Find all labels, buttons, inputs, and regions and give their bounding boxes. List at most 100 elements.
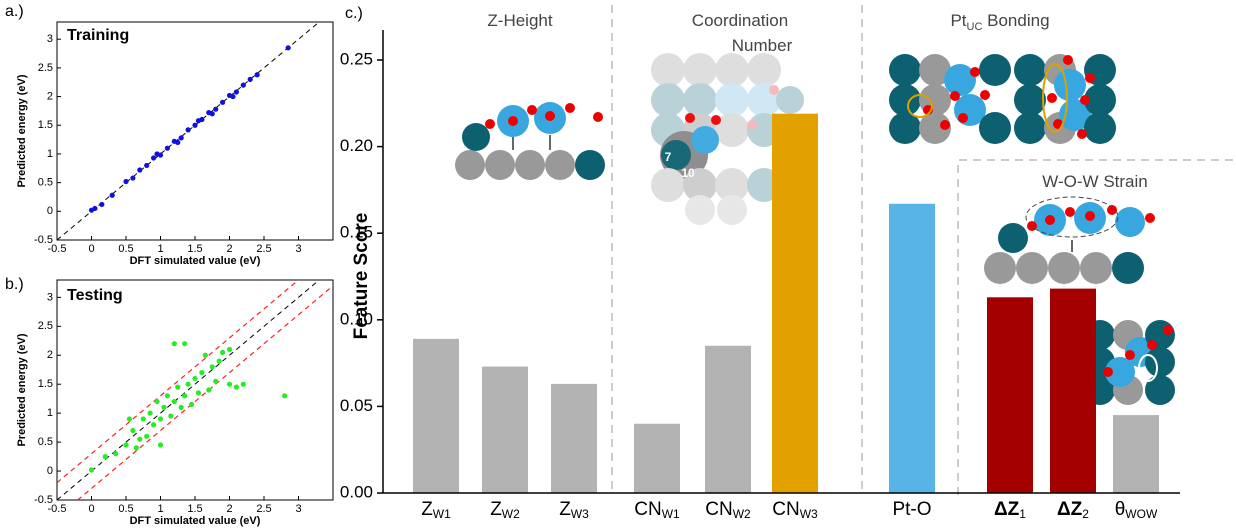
point xyxy=(123,179,128,184)
point xyxy=(179,135,184,140)
point xyxy=(241,83,246,88)
panel-label: a.) xyxy=(5,3,24,20)
category-base: θ xyxy=(1115,499,1126,520)
category-base: Z xyxy=(490,499,502,520)
point xyxy=(179,405,184,410)
point xyxy=(234,385,239,390)
point xyxy=(113,451,118,456)
y-tick-label: 3 xyxy=(47,291,53,303)
category-sub: W1 xyxy=(662,507,680,521)
y-tick-label: 0.20 xyxy=(340,136,373,155)
point xyxy=(158,152,163,157)
x-tick-label: 3 xyxy=(295,243,301,255)
category-base: CN xyxy=(634,499,661,520)
group-label-text: Coordination xyxy=(692,11,788,30)
point xyxy=(175,140,180,145)
point xyxy=(182,393,187,398)
y-axis-label: Predicted energy (eV) xyxy=(16,333,28,446)
y-tick-label: 0.5 xyxy=(38,436,53,448)
y-tick-label: 3 xyxy=(47,33,53,45)
point xyxy=(186,127,191,132)
point xyxy=(165,146,170,151)
point xyxy=(158,442,163,447)
point xyxy=(110,193,115,198)
group-label-text: Z-Height xyxy=(487,11,552,30)
point xyxy=(220,100,225,105)
x-tick-label: 0 xyxy=(88,503,94,515)
x-tick-label: 3 xyxy=(295,503,301,515)
category-sub: W3 xyxy=(800,507,818,521)
y-tick-label: 0.05 xyxy=(340,396,373,415)
bar xyxy=(551,384,597,493)
point xyxy=(123,442,128,447)
point xyxy=(134,445,139,450)
point xyxy=(172,341,177,346)
y-tick-label: 0.00 xyxy=(340,482,373,501)
error-band-line xyxy=(57,286,333,518)
category-base: Z xyxy=(421,499,433,520)
group-label: W-O-W Strain xyxy=(1042,172,1147,191)
point xyxy=(127,416,132,421)
atom-label: 7 xyxy=(665,150,672,164)
group-label-after: Bonding xyxy=(982,11,1049,30)
point xyxy=(286,45,291,50)
x-tick-label: CNW3 xyxy=(772,499,818,521)
point xyxy=(210,364,215,369)
x-tick-label: ΔZ1 xyxy=(994,499,1026,521)
point xyxy=(172,399,177,404)
point xyxy=(89,467,94,472)
point xyxy=(103,454,108,459)
panel-label: b.) xyxy=(5,276,24,293)
panel-title: Training xyxy=(67,27,129,44)
point xyxy=(227,382,232,387)
panel-label: c.) xyxy=(345,5,363,22)
bar xyxy=(987,297,1033,493)
group-label: Coordination xyxy=(692,11,788,30)
category-sub: W3 xyxy=(571,507,589,521)
y-axis-label: Predicted energy (eV) xyxy=(16,74,28,187)
point xyxy=(196,390,201,395)
point xyxy=(130,428,135,433)
x-tick-label: 2.5 xyxy=(256,243,271,255)
x-tick-label: 1 xyxy=(157,503,163,515)
figure: a.)-0.500.511.522.53-0.500.511.522.53Tra… xyxy=(0,0,1236,527)
plot-area xyxy=(57,11,333,240)
y-tick-label: 0.25 xyxy=(340,49,373,68)
x-tick-label: CNW1 xyxy=(634,499,680,521)
point xyxy=(199,370,204,375)
group-label-sub: UC xyxy=(967,21,983,33)
y-tick-label: 1 xyxy=(47,407,53,419)
y-tick-label: 2.5 xyxy=(38,320,53,332)
point xyxy=(168,413,173,418)
category-base: ΔZ xyxy=(1057,499,1083,520)
category-sub: W2 xyxy=(502,507,520,521)
x-tick-label: 1.5 xyxy=(187,243,202,255)
point xyxy=(234,89,239,94)
y-tick-label: 0.5 xyxy=(38,177,53,189)
error-band-line xyxy=(57,251,333,483)
z-height-illustration xyxy=(455,102,605,180)
category-base: Pt-O xyxy=(892,499,931,520)
x-tick-label: ZW3 xyxy=(559,499,589,521)
point xyxy=(158,416,163,421)
point xyxy=(175,385,180,390)
x-tick-label: 0.5 xyxy=(118,503,133,515)
y-tick-label: 2 xyxy=(47,349,53,361)
x-tick-label: 0.5 xyxy=(118,243,133,255)
point xyxy=(241,382,246,387)
y-tick-label: -0.5 xyxy=(34,234,53,246)
bar xyxy=(482,367,528,493)
bar xyxy=(634,424,680,493)
point xyxy=(151,155,156,160)
x-tick-label: θWOW xyxy=(1115,499,1158,521)
x-tick-label: 2.5 xyxy=(256,503,271,515)
plot-frame xyxy=(57,22,333,240)
atom-label: 9 xyxy=(709,154,716,168)
y-tick-label: 1.5 xyxy=(38,378,53,390)
y-tick-label: 1 xyxy=(47,148,53,160)
point xyxy=(213,107,218,112)
point xyxy=(217,358,222,363)
group-label: Z-Height xyxy=(487,11,552,30)
y-tick-label: 0 xyxy=(47,465,53,477)
pt-bonding-illustration xyxy=(889,54,1116,144)
